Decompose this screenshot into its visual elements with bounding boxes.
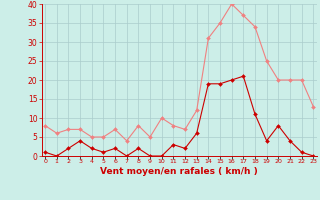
X-axis label: Vent moyen/en rafales ( km/h ): Vent moyen/en rafales ( km/h ) <box>100 167 258 176</box>
